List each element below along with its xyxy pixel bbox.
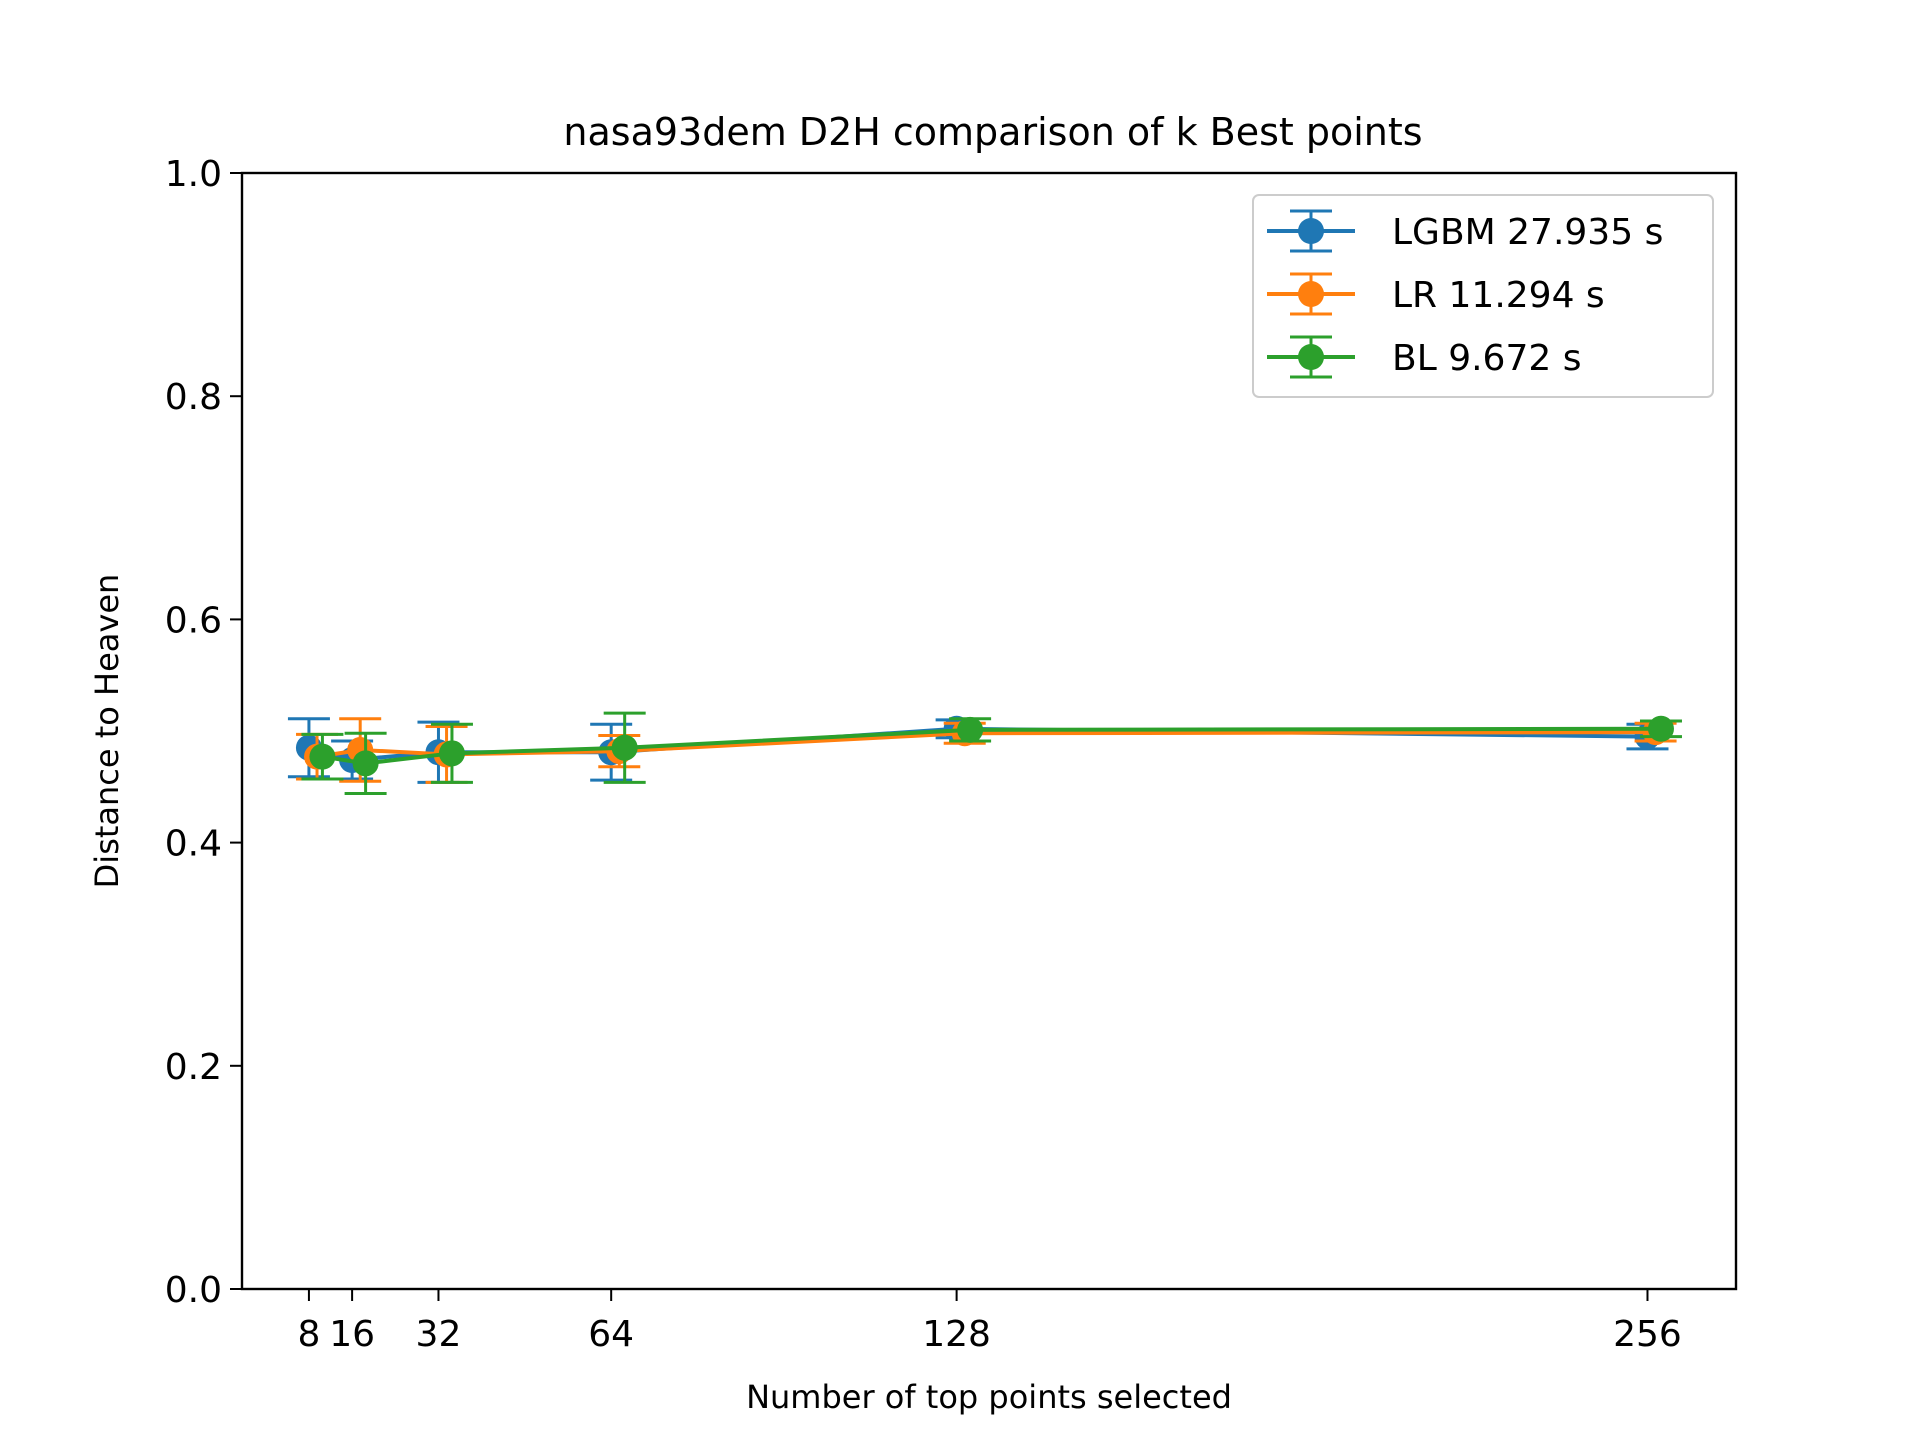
data-point bbox=[957, 716, 984, 743]
legend-item: BL 9.672 s bbox=[1267, 335, 1581, 379]
series-layer bbox=[287, 711, 1682, 795]
y-tick-label: 0.6 bbox=[165, 600, 222, 641]
x-tick-label: 32 bbox=[416, 1314, 462, 1355]
y-tick-label: 0.4 bbox=[165, 824, 222, 865]
series-3 bbox=[301, 711, 1682, 795]
x-axis: 8 16 32 64 128 256 bbox=[297, 1289, 1682, 1355]
legend-marker bbox=[1298, 218, 1324, 244]
legend: LGBM 27.935 s LR 11.294 s BL 9.672 s bbox=[1252, 194, 1714, 398]
legend-label: LR 11.294 s bbox=[1392, 275, 1605, 316]
x-tick-label: 128 bbox=[922, 1314, 991, 1355]
y-tick-label: 1.0 bbox=[165, 154, 222, 195]
data-point bbox=[1647, 715, 1674, 742]
y-axis-label: Distance to Heaven bbox=[88, 574, 126, 889]
legend-label: BL 9.672 s bbox=[1392, 338, 1581, 379]
x-axis-label: Number of top points selected bbox=[746, 1378, 1232, 1416]
legend-marker bbox=[1298, 281, 1324, 307]
axes-frame bbox=[240, 171, 1738, 1291]
x-tick-label: 256 bbox=[1613, 1314, 1682, 1355]
x-tick-label: 16 bbox=[329, 1314, 375, 1355]
y-tick-label: 0.2 bbox=[165, 1047, 222, 1088]
x-tick-label: 64 bbox=[588, 1314, 634, 1355]
y-tick-label: 0.0 bbox=[165, 1270, 222, 1311]
legend-box bbox=[1252, 194, 1714, 398]
data-point bbox=[438, 740, 465, 767]
chart-title: nasa93dem D2H comparison of k Best point… bbox=[563, 110, 1422, 154]
legend-item: LR 11.294 s bbox=[1267, 272, 1605, 316]
y-tick-label: 0.8 bbox=[165, 377, 222, 418]
legend-label: LGBM 27.935 s bbox=[1392, 212, 1663, 253]
data-point bbox=[611, 734, 638, 761]
data-point bbox=[309, 743, 336, 770]
y-axis: 0.0 0.2 0.4 0.6 0.8 1.0 bbox=[165, 154, 242, 1311]
legend-marker bbox=[1298, 344, 1324, 370]
legend-item: LGBM 27.935 s bbox=[1267, 209, 1663, 253]
data-point bbox=[352, 750, 379, 777]
x-tick-label: 8 bbox=[297, 1314, 320, 1355]
